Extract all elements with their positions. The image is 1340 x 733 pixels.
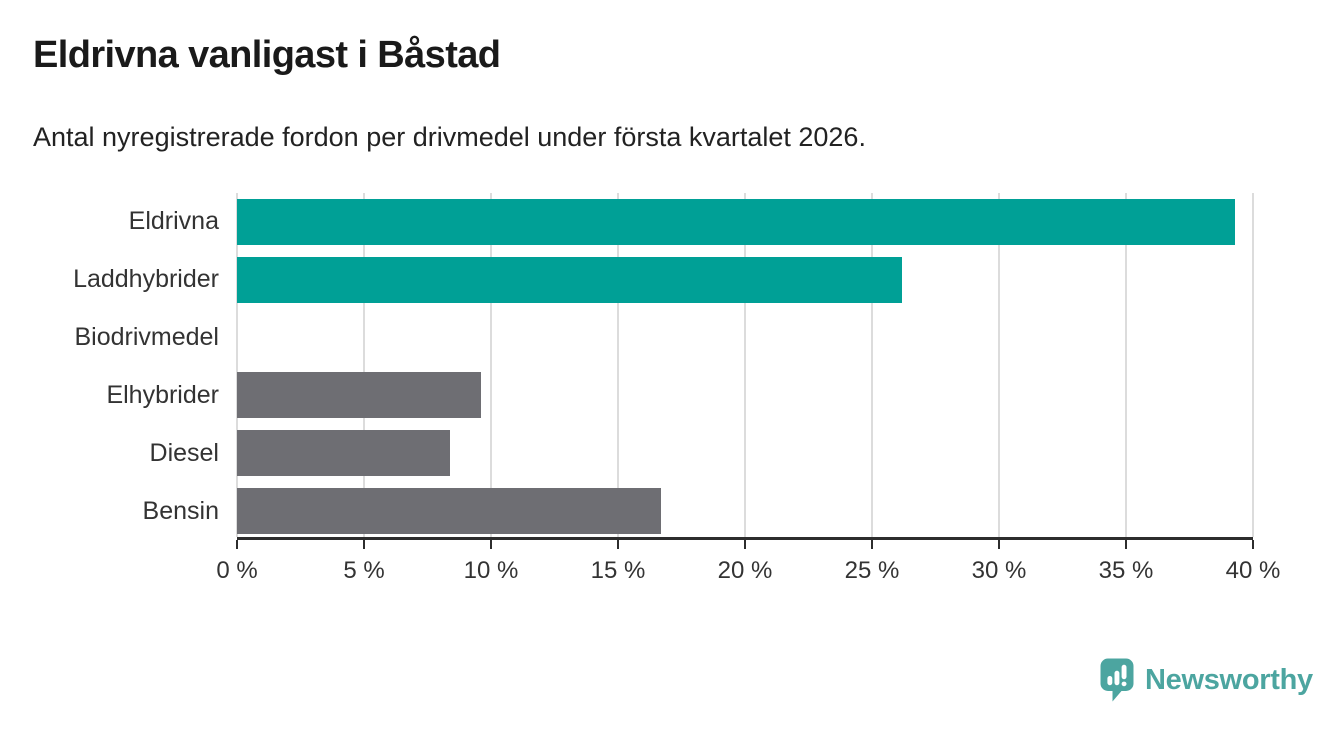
newsworthy-speech-bubble-bar-chart-icon — [1100, 658, 1134, 702]
bar-row-elhybrider — [237, 367, 1253, 425]
gridline-30 — [998, 193, 1000, 537]
category-label-eldrivna: Eldrivna — [128, 207, 219, 236]
gridline-10 — [490, 193, 492, 537]
x-axis-tick-label-35: 35 % — [1098, 557, 1154, 584]
plot-area — [236, 193, 1254, 549]
bar-elhybrider — [237, 372, 481, 419]
x-axis-tick-5 — [363, 540, 365, 549]
gridline-0 — [236, 193, 238, 537]
x-axis-tick-label-0: 0 % — [216, 557, 258, 584]
x-axis-tick-25 — [871, 540, 873, 549]
x-axis-tick-label-40: 40 % — [1225, 557, 1281, 584]
bar-row-diesel — [237, 424, 1253, 482]
x-axis-tick-10 — [490, 540, 492, 549]
bar-eldrivna — [237, 198, 1236, 245]
y-axis-category-labels: Eldrivna Laddhybrider Biodrivmedel Elhybrid… — [0, 193, 219, 540]
x-axis-tick-30 — [998, 540, 1000, 549]
gridline-20 — [744, 193, 746, 537]
category-label-biodrivmedel: Biodrivmedel — [74, 323, 219, 352]
x-axis-tick-15 — [617, 540, 619, 549]
newsworthy-logo-text: Newsworthy — [1145, 664, 1313, 696]
x-axis-tick-label-5: 5 % — [343, 557, 385, 584]
category-label-laddhybrider: Laddhybrider — [73, 265, 219, 294]
gridline-25 — [871, 193, 873, 537]
x-axis-tick-label-25: 25 % — [844, 557, 900, 584]
x-axis-tick-0 — [236, 540, 238, 549]
category-label-diesel: Diesel — [149, 438, 219, 467]
x-axis-tick-label-15: 15 % — [590, 557, 646, 584]
newsworthy-logo: Newsworthy — [1100, 658, 1313, 703]
bar-row-eldrivna — [237, 193, 1253, 251]
x-axis-tick-40 — [1252, 540, 1254, 549]
gridline-40 — [1252, 193, 1254, 537]
gridline-5 — [363, 193, 365, 537]
x-axis-tick-35 — [1125, 540, 1127, 549]
x-axis-tick-20 — [744, 540, 746, 549]
bar-row-laddhybrider — [237, 251, 1253, 309]
gridline-15 — [617, 193, 619, 537]
bar-row-bensin — [237, 482, 1253, 540]
x-axis-tick-label-10: 10 % — [463, 557, 519, 584]
bar-laddhybrider — [237, 256, 903, 303]
category-label-bensin: Bensin — [142, 496, 219, 525]
x-axis-tick-label-30: 30 % — [971, 557, 1027, 584]
chart-subtitle: Antal nyregistrerade fordon per drivmede… — [33, 122, 866, 152]
gridline-35 — [1125, 193, 1127, 537]
category-label-elhybrider: Elhybrider — [106, 380, 219, 409]
bar-row-biodrivmedel — [237, 309, 1253, 367]
x-axis-tick-labels: 0 % 5 % 10 % 15 % 20 % 25 % 30 % 35 % 40 % — [216, 557, 1280, 589]
bar-diesel — [237, 430, 451, 477]
bar-bensin — [237, 488, 662, 535]
chart-title: Eldrivna vanligast i Båstad — [33, 34, 501, 76]
x-axis-tick-label-20: 20 % — [717, 557, 773, 584]
